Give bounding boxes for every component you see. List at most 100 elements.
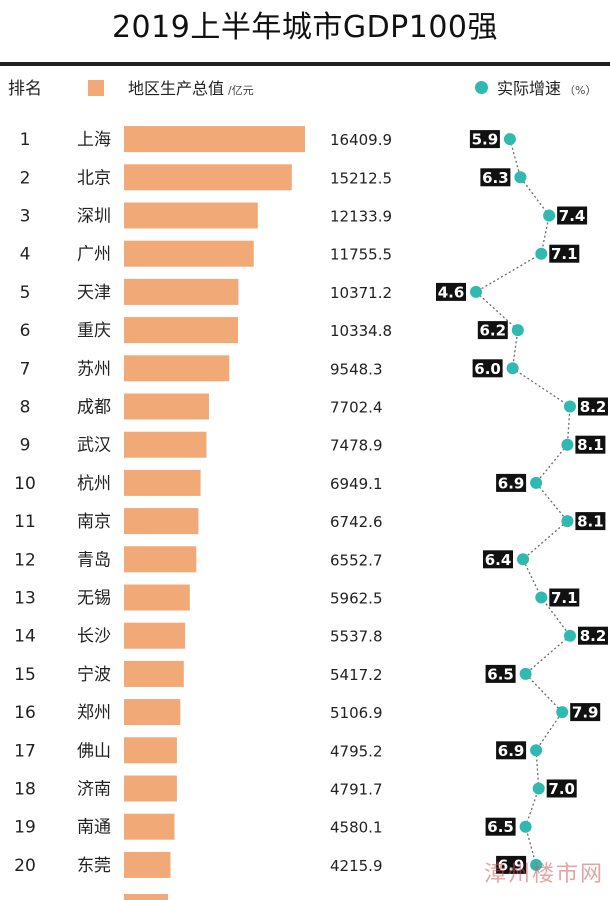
city-label: 苏州 [77, 359, 111, 379]
city-label: 宁波 [77, 665, 111, 685]
rank-label: 16 [14, 703, 36, 723]
growth-label-box [469, 130, 500, 149]
city-label: 无锡 [77, 589, 111, 609]
rank-label: 12 [14, 550, 36, 570]
rank-label: 18 [14, 780, 36, 800]
growth-dot [519, 667, 532, 680]
growth-label-box [578, 626, 608, 645]
gdp-value-label: 10334.8 [330, 322, 392, 340]
growth-label-box [472, 359, 503, 378]
growth-dot [561, 438, 574, 451]
growth-label-box [575, 435, 606, 454]
growth-value-label: 4.6 [438, 283, 465, 301]
growth-value-label: 6.3 [482, 169, 509, 187]
growth-dot [503, 133, 516, 146]
growth-dot [514, 171, 527, 184]
gdp-value-label: 6742.6 [330, 513, 383, 531]
growth-label-box [578, 397, 608, 416]
gdp-bar [124, 317, 238, 344]
growth-dot [532, 782, 545, 795]
city-label: 南京 [77, 512, 111, 532]
growth-dot [556, 706, 569, 719]
growth-dot [519, 820, 532, 833]
rank-label: 17 [14, 741, 36, 761]
gdp-bar [124, 584, 190, 611]
gdp-bar [124, 240, 254, 267]
growth-dot [561, 515, 574, 528]
gdp-value-label: 10371.2 [330, 284, 392, 302]
growth-label-box [480, 168, 511, 187]
growth-dot [564, 629, 576, 642]
rank-label: 14 [14, 627, 36, 647]
growth-dot [564, 400, 576, 413]
rank-label: 15 [14, 665, 36, 685]
city-label: 重庆 [77, 321, 111, 341]
growth-value-label: 8.1 [577, 436, 604, 454]
city-label: 郑州 [77, 703, 111, 723]
city-label: 杭州 [77, 474, 111, 494]
gdp-value-label: 5106.9 [330, 704, 383, 722]
growth-value-label: 8.1 [577, 513, 604, 531]
rank-label: 3 [20, 207, 31, 227]
growth-value-label: 5.9 [472, 131, 499, 149]
gdp-value-label: 5962.5 [330, 590, 383, 608]
growth-label-box [485, 664, 516, 683]
growth-value-label: 7.0 [548, 780, 575, 798]
growth-label-box [436, 282, 466, 301]
city-label: 成都 [77, 398, 111, 418]
growth-label-box [496, 473, 527, 492]
growth-label-box [496, 855, 527, 874]
gdp-bar [124, 737, 177, 764]
gdp-value-label: 12133.9 [330, 208, 392, 226]
growth-value-label: 6.9 [498, 742, 525, 760]
city-label: 长沙 [77, 627, 111, 647]
growth-value-label: 6.4 [485, 551, 512, 569]
growth-value-label: 7.1 [551, 245, 578, 263]
city-label: 南通 [77, 818, 111, 838]
gdp-value-label: 6949.1 [330, 475, 383, 493]
growth-label-box [549, 588, 580, 607]
growth-value-label: 6.9 [498, 474, 525, 492]
city-label: 济南 [77, 780, 111, 800]
growth-value-label: 6.9 [498, 856, 525, 874]
rank-label: 2 [20, 168, 31, 188]
gdp-bar [124, 508, 199, 535]
gdp-bar-partial [124, 894, 168, 900]
growth-dot [530, 858, 543, 871]
city-label: 广州 [77, 245, 111, 265]
city-label: 佛山 [77, 741, 111, 761]
gdp-value-label: 7478.9 [330, 437, 383, 455]
growth-dot [506, 362, 519, 375]
gdp-bar [124, 431, 207, 458]
growth-legend-unit: （%） [564, 84, 597, 97]
growth-value-label: 7.4 [559, 207, 586, 225]
growth-dot [535, 591, 548, 604]
gdp-value-label: 15212.5 [330, 169, 392, 187]
gdp-bar [124, 699, 181, 726]
growth-value-label: 8.2 [580, 398, 607, 416]
growth-dot [530, 476, 543, 489]
rank-label: 7 [20, 359, 31, 379]
gdp-bar [124, 164, 292, 191]
rank-label: 6 [20, 321, 31, 341]
city-label: 上海 [77, 130, 111, 150]
gdp-bar [124, 469, 201, 496]
city-label: 北京 [77, 168, 111, 188]
gdp-legend-unit: /亿元 [228, 84, 254, 97]
growth-dot [470, 285, 482, 298]
gdp-bar [124, 660, 184, 687]
growth-value-label: 7.9 [572, 704, 599, 722]
gdp-value-label: 4580.1 [330, 819, 383, 837]
growth-dot [511, 324, 524, 337]
growth-label-box [557, 206, 588, 225]
gdp-value-label: 4791.7 [330, 781, 383, 799]
gdp-value-label: 7702.4 [330, 399, 383, 417]
growth-dot [530, 744, 543, 757]
rank-label: 11 [14, 512, 36, 532]
growth-label-box [496, 741, 527, 760]
rank-label: 13 [14, 589, 36, 609]
chart-title: 2019上半年城市GDP100强 [111, 10, 499, 45]
growth-dot [543, 209, 556, 222]
growth-dot [535, 247, 548, 260]
